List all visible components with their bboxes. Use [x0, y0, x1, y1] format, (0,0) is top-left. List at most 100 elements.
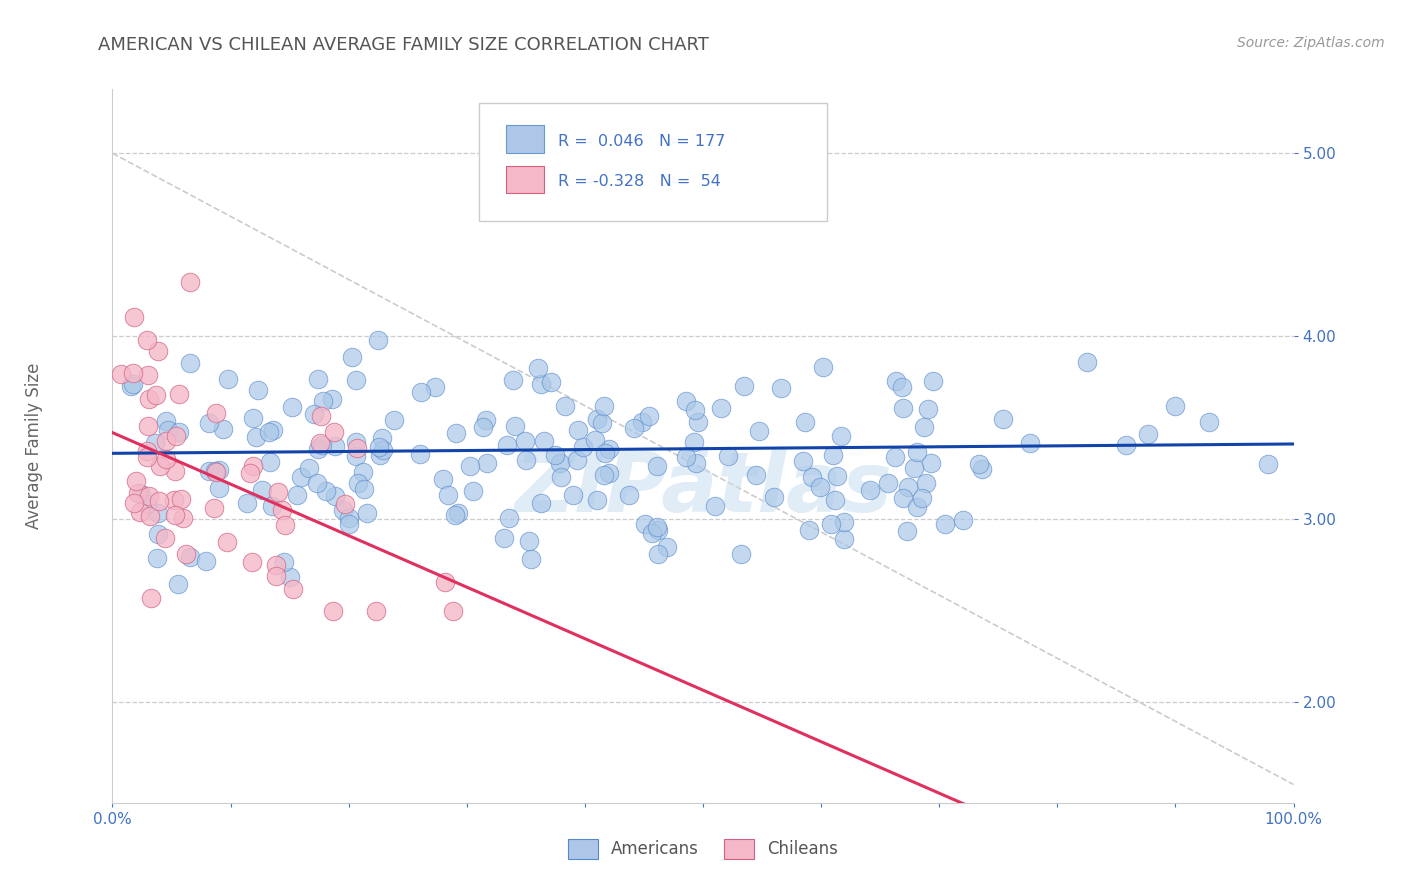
Point	[834, 532, 856, 546]
Point	[285, 487, 308, 501]
Point	[583, 433, 606, 447]
Point	[163, 493, 186, 508]
Point	[409, 446, 432, 460]
Point	[259, 425, 281, 439]
Point	[769, 381, 792, 395]
Point	[800, 470, 823, 484]
Point	[155, 451, 177, 466]
Point	[246, 383, 269, 397]
Point	[905, 444, 928, 458]
Point	[1115, 438, 1137, 452]
Point	[437, 488, 460, 502]
Point	[205, 465, 228, 479]
Point	[344, 434, 367, 449]
Point	[820, 516, 842, 531]
Point	[447, 506, 470, 520]
Point	[262, 423, 284, 437]
Point	[155, 414, 177, 428]
Point	[138, 392, 160, 406]
Point	[922, 374, 945, 388]
Point	[595, 446, 617, 460]
Point	[647, 547, 669, 561]
Point	[174, 547, 197, 561]
Point	[309, 409, 332, 424]
Point	[167, 386, 190, 401]
Point	[503, 419, 526, 434]
Point	[645, 520, 668, 534]
Point	[146, 344, 169, 359]
Point	[281, 401, 304, 415]
Point	[463, 483, 485, 498]
Point	[710, 401, 733, 415]
Point	[311, 393, 333, 408]
Point	[903, 460, 925, 475]
Point	[307, 372, 329, 386]
Point	[544, 448, 567, 462]
Point	[208, 481, 231, 495]
Point	[198, 416, 221, 430]
Point	[146, 507, 169, 521]
Point	[170, 491, 193, 506]
Point	[585, 412, 607, 426]
Point	[554, 399, 576, 413]
Point	[444, 508, 467, 522]
Point	[550, 470, 572, 484]
Point	[1018, 436, 1040, 450]
Point	[163, 464, 186, 478]
Point	[896, 524, 918, 538]
Point	[617, 488, 640, 502]
Point	[239, 466, 262, 480]
Point	[146, 526, 169, 541]
Point	[730, 547, 752, 561]
Point	[120, 379, 142, 393]
Point	[307, 442, 329, 456]
Point	[128, 505, 150, 519]
Point	[311, 438, 333, 452]
Point	[309, 436, 332, 450]
Point	[211, 422, 233, 436]
Point	[683, 402, 706, 417]
Point	[347, 475, 370, 490]
Point	[122, 496, 145, 510]
Point	[344, 449, 367, 463]
Point	[530, 495, 553, 509]
Point	[283, 582, 305, 596]
Point	[824, 492, 846, 507]
Point	[655, 540, 678, 554]
Point	[592, 400, 614, 414]
Point	[934, 517, 956, 532]
Point	[340, 350, 363, 364]
Point	[891, 401, 914, 415]
Point	[127, 485, 149, 500]
Point	[367, 440, 389, 454]
Point	[155, 434, 177, 448]
Text: AMERICAN VS CHILEAN AVERAGE FAMILY SIZE CORRELATION CHART: AMERICAN VS CHILEAN AVERAGE FAMILY SIZE …	[98, 36, 709, 54]
Point	[344, 373, 367, 387]
Point	[136, 497, 159, 511]
Point	[540, 375, 562, 389]
Point	[125, 474, 148, 488]
Point	[264, 569, 287, 583]
Point	[242, 410, 264, 425]
Point	[859, 483, 882, 497]
Point	[163, 508, 186, 522]
Point	[122, 367, 145, 381]
Point	[146, 550, 169, 565]
Point	[366, 604, 388, 618]
Point	[205, 406, 228, 420]
Point	[250, 483, 273, 497]
Point	[274, 518, 297, 533]
Point	[298, 460, 321, 475]
Point	[110, 367, 132, 381]
Point	[323, 439, 346, 453]
Point	[290, 470, 312, 484]
Point	[333, 497, 356, 511]
Point	[444, 425, 467, 440]
Point	[240, 555, 263, 569]
Y-axis label: Average Family Size: Average Family Size	[25, 363, 44, 529]
Point	[598, 442, 620, 456]
Point	[323, 489, 346, 503]
Point	[337, 510, 360, 524]
Point	[245, 430, 267, 444]
Point	[346, 441, 368, 455]
